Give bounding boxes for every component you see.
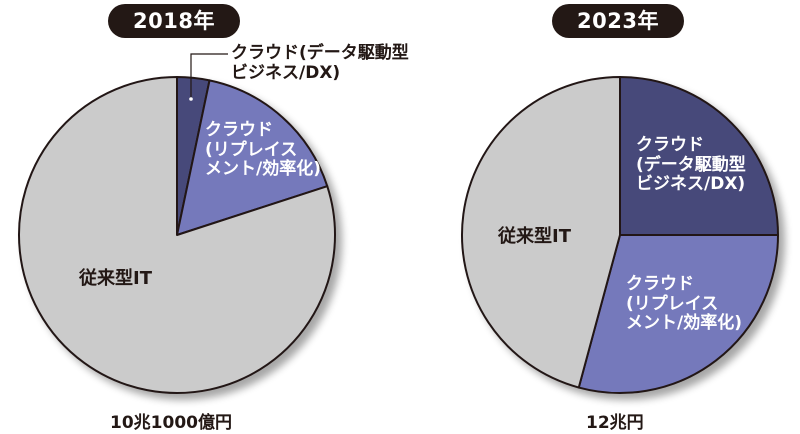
label-2023-legacy: 従来型IT bbox=[498, 226, 571, 247]
label-2018-data-driven: クラウド(データ駆動型 ビジネス/DX) bbox=[231, 43, 409, 83]
label-line: (データ駆動型 bbox=[636, 154, 746, 175]
label-2023-replacement: クラウド (リプレイス メント/効率化) bbox=[626, 274, 742, 334]
year-badge-2023: 2023年 bbox=[552, 4, 684, 38]
label-line: (リプレイス bbox=[205, 139, 298, 160]
slice-replacement bbox=[176, 79, 329, 236]
slice-replacement bbox=[577, 234, 779, 394]
label-line: ビジネス/DX) bbox=[636, 174, 746, 195]
label-line: クラウド bbox=[626, 274, 694, 294]
total-2023: 12兆円 bbox=[586, 413, 644, 433]
label-line: クラウド bbox=[636, 135, 704, 155]
label-line: クラウド bbox=[205, 120, 273, 140]
slice-data-driven bbox=[619, 76, 779, 236]
label-2023-data-driven: クラウド (データ駆動型 ビジネス/DX) bbox=[636, 135, 746, 195]
total-2018: 10兆1000億円 bbox=[110, 413, 232, 433]
label-line: ビジネス/DX) bbox=[231, 62, 341, 83]
slice-legacy bbox=[461, 76, 621, 389]
slice-legacy bbox=[18, 76, 336, 394]
year-badge-2018: 2018年 bbox=[108, 4, 240, 38]
pie-2023 bbox=[461, 76, 779, 394]
leader-line bbox=[189, 53, 228, 101]
label-line: メント/効率化) bbox=[205, 159, 321, 180]
label-2018-replacement: クラウド (リプレイス メント/効率化) bbox=[205, 120, 321, 180]
label-line: クラウド(データ駆動型 bbox=[231, 43, 409, 63]
label-line: (リプレイス bbox=[626, 293, 719, 314]
label-2018-legacy: 従来型IT bbox=[79, 268, 152, 289]
label-line: メント/効率化) bbox=[626, 313, 742, 334]
pie-2018 bbox=[18, 76, 336, 394]
